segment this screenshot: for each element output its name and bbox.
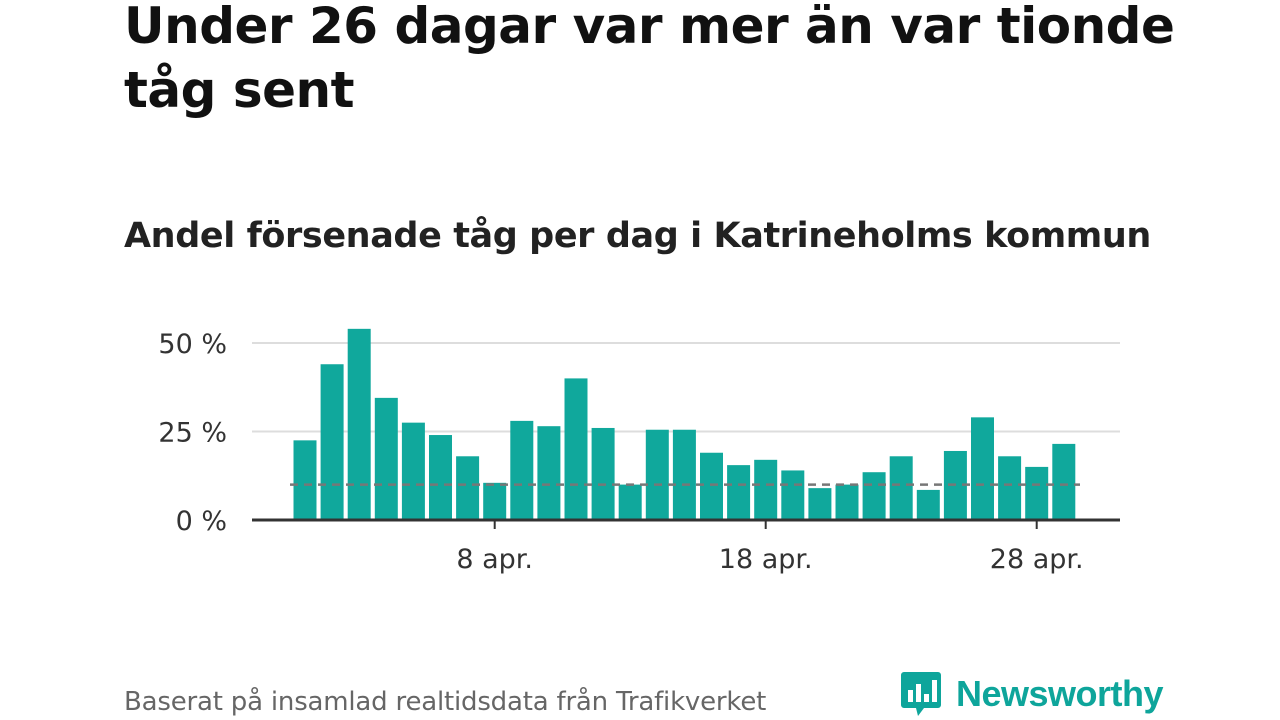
bar: [1025, 466, 1049, 520]
x-tick-label: 8 apr.: [456, 544, 533, 575]
bar: [347, 328, 371, 520]
bar: [971, 417, 994, 520]
bar: [510, 420, 534, 520]
x-tick-label: 18 apr.: [719, 544, 813, 575]
bar: [483, 482, 507, 520]
bar: [889, 456, 913, 520]
bar: [700, 452, 723, 520]
bar: [564, 378, 588, 520]
brand-name: Newsworthy: [956, 673, 1164, 714]
newsworthy-logo-icon: [901, 672, 941, 716]
source-note: Baserat på insamlad realtidsdata från Tr…: [124, 687, 767, 717]
bar: [429, 435, 452, 520]
bar: [537, 426, 561, 520]
y-tick-label: 50 %: [158, 329, 227, 360]
bar: [456, 456, 480, 520]
bar: [618, 484, 642, 520]
bar: [645, 429, 669, 520]
bar: [672, 429, 696, 520]
bar: [591, 427, 615, 520]
y-tick-label: 0 %: [176, 506, 227, 537]
chart-subtitle: Andel försenade tåg per dag i Katrinehol…: [124, 216, 1151, 256]
bar: [727, 465, 751, 520]
bar: [754, 459, 778, 520]
bar: [1052, 443, 1076, 520]
bar: [808, 488, 832, 520]
bar: [374, 397, 398, 520]
y-tick-label: 25 %: [158, 418, 227, 449]
chart-title: Under 26 dagar var mer än var tionde tåg…: [124, 0, 1175, 119]
bar: [916, 489, 940, 520]
bar: [781, 470, 805, 520]
bar: [401, 422, 425, 520]
bar: [320, 364, 344, 520]
bar: [293, 440, 317, 520]
bar: [835, 484, 859, 520]
brand-logo: Newsworthy: [900, 670, 1164, 718]
bar: [862, 472, 886, 520]
bar: [998, 456, 1022, 520]
x-tick-label: 28 apr.: [990, 544, 1084, 575]
